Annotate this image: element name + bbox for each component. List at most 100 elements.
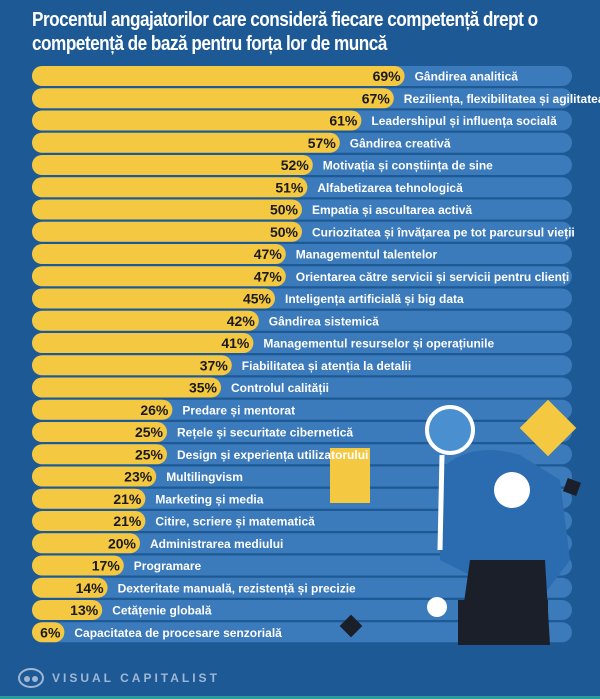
bar	[32, 444, 167, 465]
bar-value-label: 26%	[140, 402, 169, 418]
bar-value-label: 17%	[92, 558, 121, 574]
bar-category-label: Reziliența, flexibilitatea și agilitatea	[404, 92, 600, 106]
bar-category-label: Gândirea analitică	[415, 70, 519, 84]
bar-row: 57% Gândirea creativă	[32, 132, 451, 153]
bar-category-label: Predare și mentorat	[182, 403, 295, 417]
bar	[32, 577, 108, 598]
bar-row: 52% Motivația și conștiința de sine	[32, 155, 493, 175]
bar	[32, 132, 340, 153]
bar-row: 23% Multilingvism	[32, 466, 243, 487]
bar-row: 17% Programare	[32, 555, 202, 576]
bar	[32, 288, 275, 309]
bar-category-label: Controlul calității	[231, 381, 329, 395]
bottom-border	[0, 696, 600, 699]
bar-category-label: Leadershipul și influența socială	[371, 114, 557, 128]
bar-value-label: 37%	[200, 357, 229, 373]
bar-value-label: 51%	[275, 179, 304, 195]
bar	[32, 66, 405, 86]
bar-row: 21% Citire, scriere și matematică	[32, 511, 315, 531]
bar	[32, 177, 308, 198]
bar-row: 67% Reziliența, flexibilitatea și agilita…	[32, 88, 600, 109]
bar-category-label: Cetățenie globală	[112, 604, 212, 618]
bar-category-label: Dexteritate manuală, rezistență și preci…	[118, 581, 356, 595]
bar	[32, 266, 286, 287]
bar-row: 37% Fiabilitatea și atenția la detalii	[32, 355, 411, 376]
bar-category-label: Marketing și media	[155, 492, 263, 506]
bar-row: 26% Predare și mentorat	[32, 399, 295, 420]
bar-track	[32, 488, 572, 509]
visual-capitalist-logo: VISUAL CAPITALIST	[18, 668, 220, 688]
bar	[32, 533, 140, 554]
bar	[32, 622, 65, 643]
bar-row: 25% Design și experiența utilizatorului	[32, 444, 368, 465]
bar-category-label: Alfabetizarea tehnologică	[317, 181, 463, 195]
bar-category-label: Capacitatea de procesare senzorială	[74, 626, 282, 640]
bar	[32, 88, 394, 109]
logo-icon	[18, 668, 44, 688]
bar-value-label: 21%	[113, 513, 142, 529]
bar-value-label: 6%	[40, 624, 61, 640]
bar-value-label: 35%	[189, 380, 218, 396]
bar-row: 50% Empatia și ascultarea activă	[32, 199, 472, 220]
bar	[32, 110, 362, 131]
bar-value-label: 69%	[373, 68, 402, 84]
bar-track	[32, 511, 572, 531]
bar	[32, 199, 302, 220]
bar	[32, 422, 167, 442]
bar	[32, 399, 173, 420]
bar-category-label: Programare	[134, 559, 202, 573]
bar	[32, 333, 254, 353]
bar-category-label: Fiabilitatea și atenția la detalii	[242, 359, 411, 373]
bar-value-label: 25%	[135, 424, 164, 440]
bar-row: 50% Curiozitatea și învățarea pe tot parc…	[32, 221, 575, 242]
bar-value-label: 67%	[362, 90, 391, 106]
bar-row: 25% Rețele și securitate cibernetică	[32, 422, 353, 442]
bar-track	[32, 577, 572, 598]
bar	[32, 310, 259, 331]
bar	[32, 221, 302, 242]
bar-category-label: Curiozitatea și învățarea pe tot parcurs…	[312, 225, 575, 239]
bar-value-label: 25%	[135, 446, 164, 462]
bar-value-label: 57%	[308, 135, 337, 151]
bar-category-label: Design și experiența utilizatorului	[177, 448, 368, 462]
bar-row: 35% Controlul calității	[32, 377, 329, 398]
bar-row: 13% Cetățenie globală	[32, 600, 212, 620]
bar-category-label: Gândirea sistemică	[269, 314, 379, 328]
bar-value-label: 20%	[108, 535, 137, 551]
bar-row: 47% Managementul talentelor	[32, 244, 437, 264]
bar	[32, 511, 146, 531]
bar-value-label: 52%	[281, 157, 310, 173]
bar-row: 51% Alfabetizarea tehnologică	[32, 177, 463, 198]
bar-row: 42% Gândirea sistemică	[32, 310, 379, 331]
bar-value-label: 45%	[243, 291, 272, 307]
bar	[32, 488, 146, 509]
bar-category-label: Managementul talentelor	[296, 248, 438, 262]
bar-category-label: Empatia și ascultarea activă	[312, 203, 472, 217]
bar	[32, 600, 103, 620]
bar-row: 69% Gândirea analitică	[32, 66, 518, 86]
bar-value-label: 14%	[76, 580, 105, 596]
bar-value-label: 47%	[254, 246, 283, 262]
bar-category-label: Managementul resurselor și operațiunile	[263, 337, 494, 351]
bar-value-label: 23%	[124, 469, 153, 485]
bar	[32, 555, 124, 576]
bar	[32, 244, 286, 264]
bar	[32, 155, 313, 175]
bar-row: 45% Inteligența artificială și big data	[32, 288, 464, 309]
chart-title: Procentul angajatorilor care consideră f…	[32, 9, 538, 55]
bar-category-label: Gândirea creativă	[350, 136, 451, 150]
bar-row: 14% Dexteritate manuală, rezistență și pr…	[32, 577, 356, 598]
bar-row: 61% Leadershipul și influența socială	[32, 110, 557, 131]
bar-value-label: 21%	[113, 491, 142, 507]
bar	[32, 355, 232, 376]
brand-name: VISUAL CAPITALIST	[52, 671, 220, 685]
bar-row: 47% Orientarea către servicii și servicii…	[32, 266, 569, 287]
bar-category-label: Inteligența artificială și big data	[285, 292, 464, 306]
bar-category-label: Citire, scriere și matematică	[155, 515, 315, 529]
bar-value-label: 47%	[254, 268, 283, 284]
bar	[32, 377, 221, 398]
bar-track	[32, 622, 572, 643]
bar-row: 6% Capacitatea de procesare senzorială	[32, 622, 282, 643]
bar-category-label: Motivația și conștiința de sine	[323, 159, 493, 173]
